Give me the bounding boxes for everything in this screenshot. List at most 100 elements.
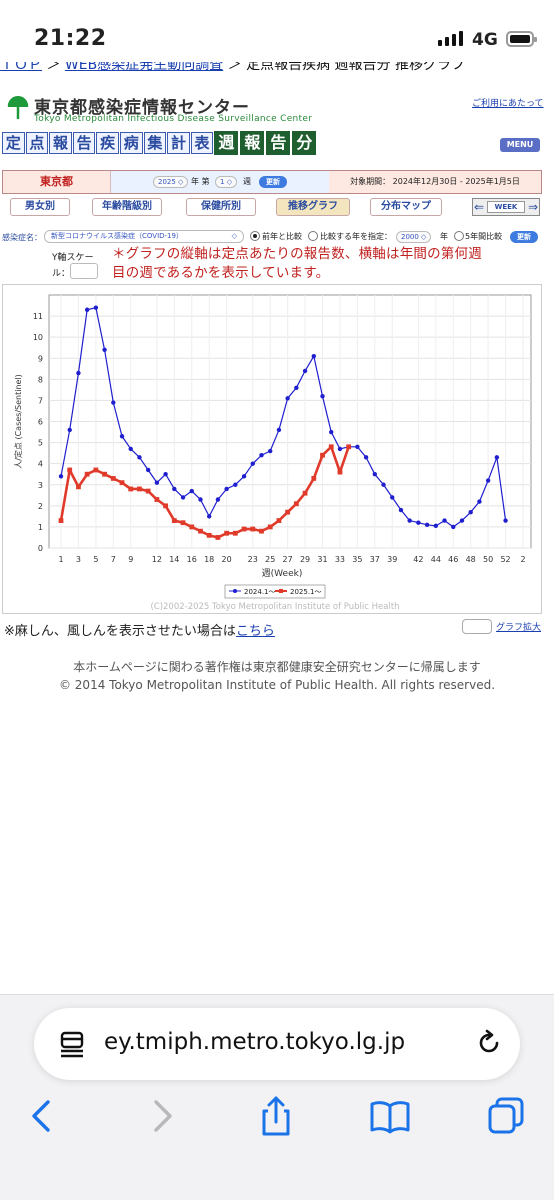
series-1-point [102, 347, 107, 353]
series-1-point [494, 455, 500, 460]
x-tick-label: 50 [483, 555, 493, 564]
prev-week-icon[interactable]: ⇐ [473, 200, 485, 214]
compare-prev-year-label: 前年と比較 [262, 232, 302, 241]
breadcrumb-top-link[interactable]: ＴＯＰ [0, 62, 42, 73]
series-2-point [320, 452, 325, 458]
menu-button[interactable]: MENU [500, 138, 540, 152]
series-2-point [171, 518, 177, 523]
compare-year-select[interactable]: 2000 ◇ [396, 231, 432, 243]
series-1-point [180, 495, 186, 500]
reader-mode-icon[interactable] [58, 1030, 86, 1058]
y-axis-label: 人/定点 (Cases/Sentinel) [13, 374, 23, 469]
week-select[interactable]: 1 ◇ [215, 176, 238, 188]
site-subtitle: Tokyo Metropolitan Infectious Disease Su… [34, 114, 313, 124]
tab-age[interactable]: 年齢階級別 [92, 198, 162, 216]
tab-health-center[interactable]: 保健所別 [186, 198, 256, 216]
series-1-point [84, 307, 90, 312]
forward-icon[interactable] [140, 1094, 184, 1138]
series-1-point [363, 455, 369, 460]
series-1-point [93, 305, 99, 310]
disease-select[interactable]: 新型コロナウイルス感染症（COVID-19） ◇ [44, 230, 244, 243]
bookmarks-icon[interactable] [368, 1094, 412, 1138]
compare-prev-year-radio[interactable] [250, 231, 260, 241]
share-icon[interactable] [254, 1094, 298, 1138]
series-2-point [180, 520, 186, 526]
series-1-point [285, 396, 290, 401]
x-tick-label: 31 [317, 555, 327, 564]
series-2-point [311, 476, 317, 481]
tab-trend-graph[interactable]: 推移グラフ [276, 198, 350, 216]
series-2-point [110, 476, 116, 481]
series-1-point [250, 461, 255, 466]
period-text: 対象期間： 2024年12月30日 - 2025年1月5日 [329, 171, 541, 193]
tab-sex[interactable]: 男女別 [10, 198, 70, 216]
next-week-icon[interactable]: ⇒ [527, 200, 539, 214]
graph-expand-link[interactable]: グラフ拡大 [496, 623, 542, 633]
y-tick-label: 4 [38, 460, 43, 469]
series-1-point [268, 448, 273, 454]
series-2-point [285, 509, 291, 515]
measles-note: ※麻しん、風しんを表示させたい場合はこちら [4, 620, 275, 639]
y-tick-label: 6 [38, 418, 43, 427]
series-2-point [163, 503, 169, 509]
site-title[interactable]: 東京都感染症情報センター [34, 98, 250, 118]
copyright-ja: 本ホームページに関わる著作権は東京都健康安全研究センターに帰属します [73, 660, 481, 674]
x-tick-label: 18 [204, 555, 214, 564]
disease-update-button[interactable]: 更新 [510, 231, 538, 243]
series-1-point [206, 514, 212, 519]
disease-label: 感染症名： [2, 233, 42, 242]
y-scale-input[interactable] [70, 263, 98, 279]
x-tick-label: 27 [283, 555, 293, 564]
back-icon[interactable] [20, 1094, 64, 1138]
breadcrumb-current: ＞ 定点報告疾病 週報告分 推移グラフ [223, 62, 466, 73]
series-1-point [398, 507, 404, 513]
measles-link[interactable]: こちら [235, 624, 275, 639]
graph-expand-checkbox[interactable] [462, 619, 492, 634]
reload-icon[interactable] [474, 1028, 504, 1058]
series-2-point [128, 486, 134, 492]
series-1-point [477, 499, 482, 504]
series-2-point [337, 469, 343, 475]
update-button[interactable]: 更新 [259, 176, 287, 188]
year-select[interactable]: 2025 ◇ [153, 176, 189, 188]
x-tick-label: 5 [93, 555, 98, 564]
series-2-point [58, 518, 64, 523]
series-2-point [76, 484, 81, 490]
five-year-compare-label: 5年間比較 [465, 232, 503, 241]
section-banner: 定点報告疾病集計表週報告分 [2, 131, 318, 155]
x-tick-label: 23 [248, 555, 258, 564]
tab-distribution-map[interactable]: 分布マップ [370, 198, 442, 216]
series-1-point [442, 518, 447, 523]
series-2-point [250, 526, 256, 532]
signal-icon [438, 31, 463, 46]
breadcrumb-sep: ＞ [42, 62, 65, 73]
banner-char: 表 [190, 132, 214, 154]
series-2-point [137, 486, 142, 492]
series-1-point [459, 518, 465, 523]
x-tick-label: 1 [58, 555, 63, 564]
x-tick-label: 25 [265, 555, 275, 564]
compare-year-label: 比較する年を指定： [320, 232, 392, 241]
usage-link[interactable]: ご利用にあたって [472, 99, 544, 109]
five-year-compare-radio[interactable] [454, 231, 464, 241]
y-scale-label: Y軸スケー [52, 253, 94, 263]
series-2-point [154, 497, 160, 502]
x-tick-label: 16 [187, 555, 197, 564]
banner-char: 病 [119, 132, 143, 154]
breadcrumb-web-link[interactable]: WEB感染症発生動向調査 [64, 62, 224, 73]
address-bar[interactable]: ey.tmiph.metro.tokyo.lg.jp [34, 1008, 520, 1080]
tabs-icon[interactable] [484, 1094, 528, 1138]
series-2-point [189, 524, 195, 530]
series-2-point [328, 444, 334, 450]
series-1-point [145, 467, 151, 473]
series-1-point [233, 482, 238, 487]
x-tick-label: 3 [76, 555, 81, 564]
series-1-point [215, 497, 221, 502]
status-bar: 21:22 4G [0, 0, 554, 66]
year-value: 2025 [158, 178, 176, 186]
breadcrumb: ＴＯＰ ＞ WEB感染症発生動向調査 ＞ 定点報告疾病 週報告分 推移グラフ [0, 62, 554, 76]
series-2-point [232, 530, 238, 536]
compare-year-radio[interactable] [308, 231, 318, 241]
